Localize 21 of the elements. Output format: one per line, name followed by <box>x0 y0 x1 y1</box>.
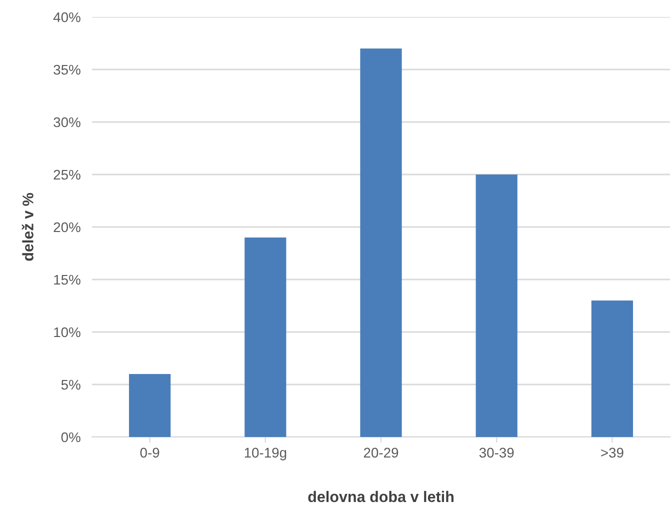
x-tick-label: 10-19g <box>244 448 286 460</box>
x-tick-label: 0-9 <box>140 448 160 458</box>
x-tick-label: 20-29 <box>364 448 398 458</box>
bar <box>360 48 402 437</box>
y-axis-title: delež v % <box>22 193 34 261</box>
y-tick-label: 15% <box>54 274 80 285</box>
y-tick-label: 35% <box>54 64 80 75</box>
y-tick-label: 10% <box>54 327 80 338</box>
bar <box>591 300 634 437</box>
bar <box>128 374 171 437</box>
bar <box>476 174 518 437</box>
bar <box>244 238 286 437</box>
y-tick-label: 5% <box>61 380 80 390</box>
x-axis-title: delovna doba v letih <box>308 490 454 502</box>
y-tick-label: 20% <box>54 222 80 232</box>
y-tick-label: 25% <box>54 170 80 180</box>
x-tick-label: >39 <box>601 448 624 458</box>
y-tick-label: 30% <box>54 117 80 128</box>
x-tick-label: 30-39 <box>479 448 514 458</box>
y-tick-label: 40% <box>53 12 80 22</box>
y-tick-label: 0% <box>61 432 80 442</box>
